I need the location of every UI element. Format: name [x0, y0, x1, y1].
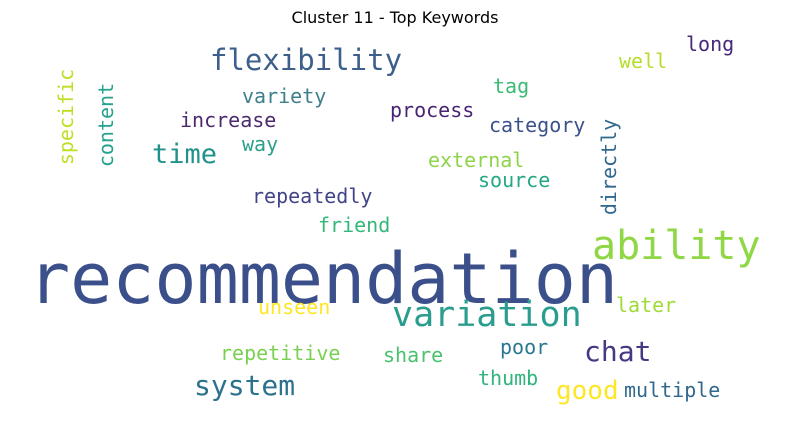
cloud-word-external: external — [428, 148, 525, 172]
cloud-word-unseen: unseen — [258, 295, 331, 319]
cloud-word-flexibility: flexibility — [210, 43, 403, 77]
cloud-word-source: source — [478, 168, 551, 192]
cloud-word-increase: increase — [180, 108, 277, 132]
cloud-word-ability: ability — [592, 223, 761, 269]
cloud-word-variation: variation — [392, 295, 582, 335]
cloud-word-tag: tag — [493, 74, 530, 98]
cloud-word-long: long — [686, 32, 735, 56]
cloud-word-well: well — [619, 49, 668, 73]
cloud-word-repetitive: repetitive — [220, 341, 341, 365]
cloud-word-specific: specific — [54, 68, 79, 166]
cloud-word-thumb: thumb — [478, 366, 539, 390]
cloud-word-friend: friend — [318, 213, 391, 237]
word-cloud: recommendation ability variation flexibilit… — [26, 30, 764, 422]
chart-title: Cluster 11 - Top Keywords — [291, 8, 499, 27]
cloud-word-directly: directly — [597, 118, 622, 216]
cloud-word-time: time — [152, 139, 218, 170]
cloud-word-later: later — [616, 293, 677, 317]
cloud-word-way: way — [242, 132, 279, 156]
cloud-word-system: system — [194, 369, 296, 402]
cloud-word-share: share — [383, 343, 444, 367]
cloud-word-chat: chat — [584, 335, 652, 368]
cloud-word-multiple: multiple — [624, 378, 721, 402]
cloud-word-repeatedly: repeatedly — [252, 184, 373, 208]
cloud-word-good: good — [556, 376, 619, 406]
cloud-word-variety: variety — [242, 84, 327, 108]
cloud-word-process: process — [390, 98, 475, 122]
cloud-word-category: category — [489, 113, 586, 137]
cloud-word-content: content — [94, 82, 119, 168]
cloud-word-poor: poor — [500, 335, 549, 359]
cloud-word-recommendation: recommendation — [28, 238, 619, 320]
